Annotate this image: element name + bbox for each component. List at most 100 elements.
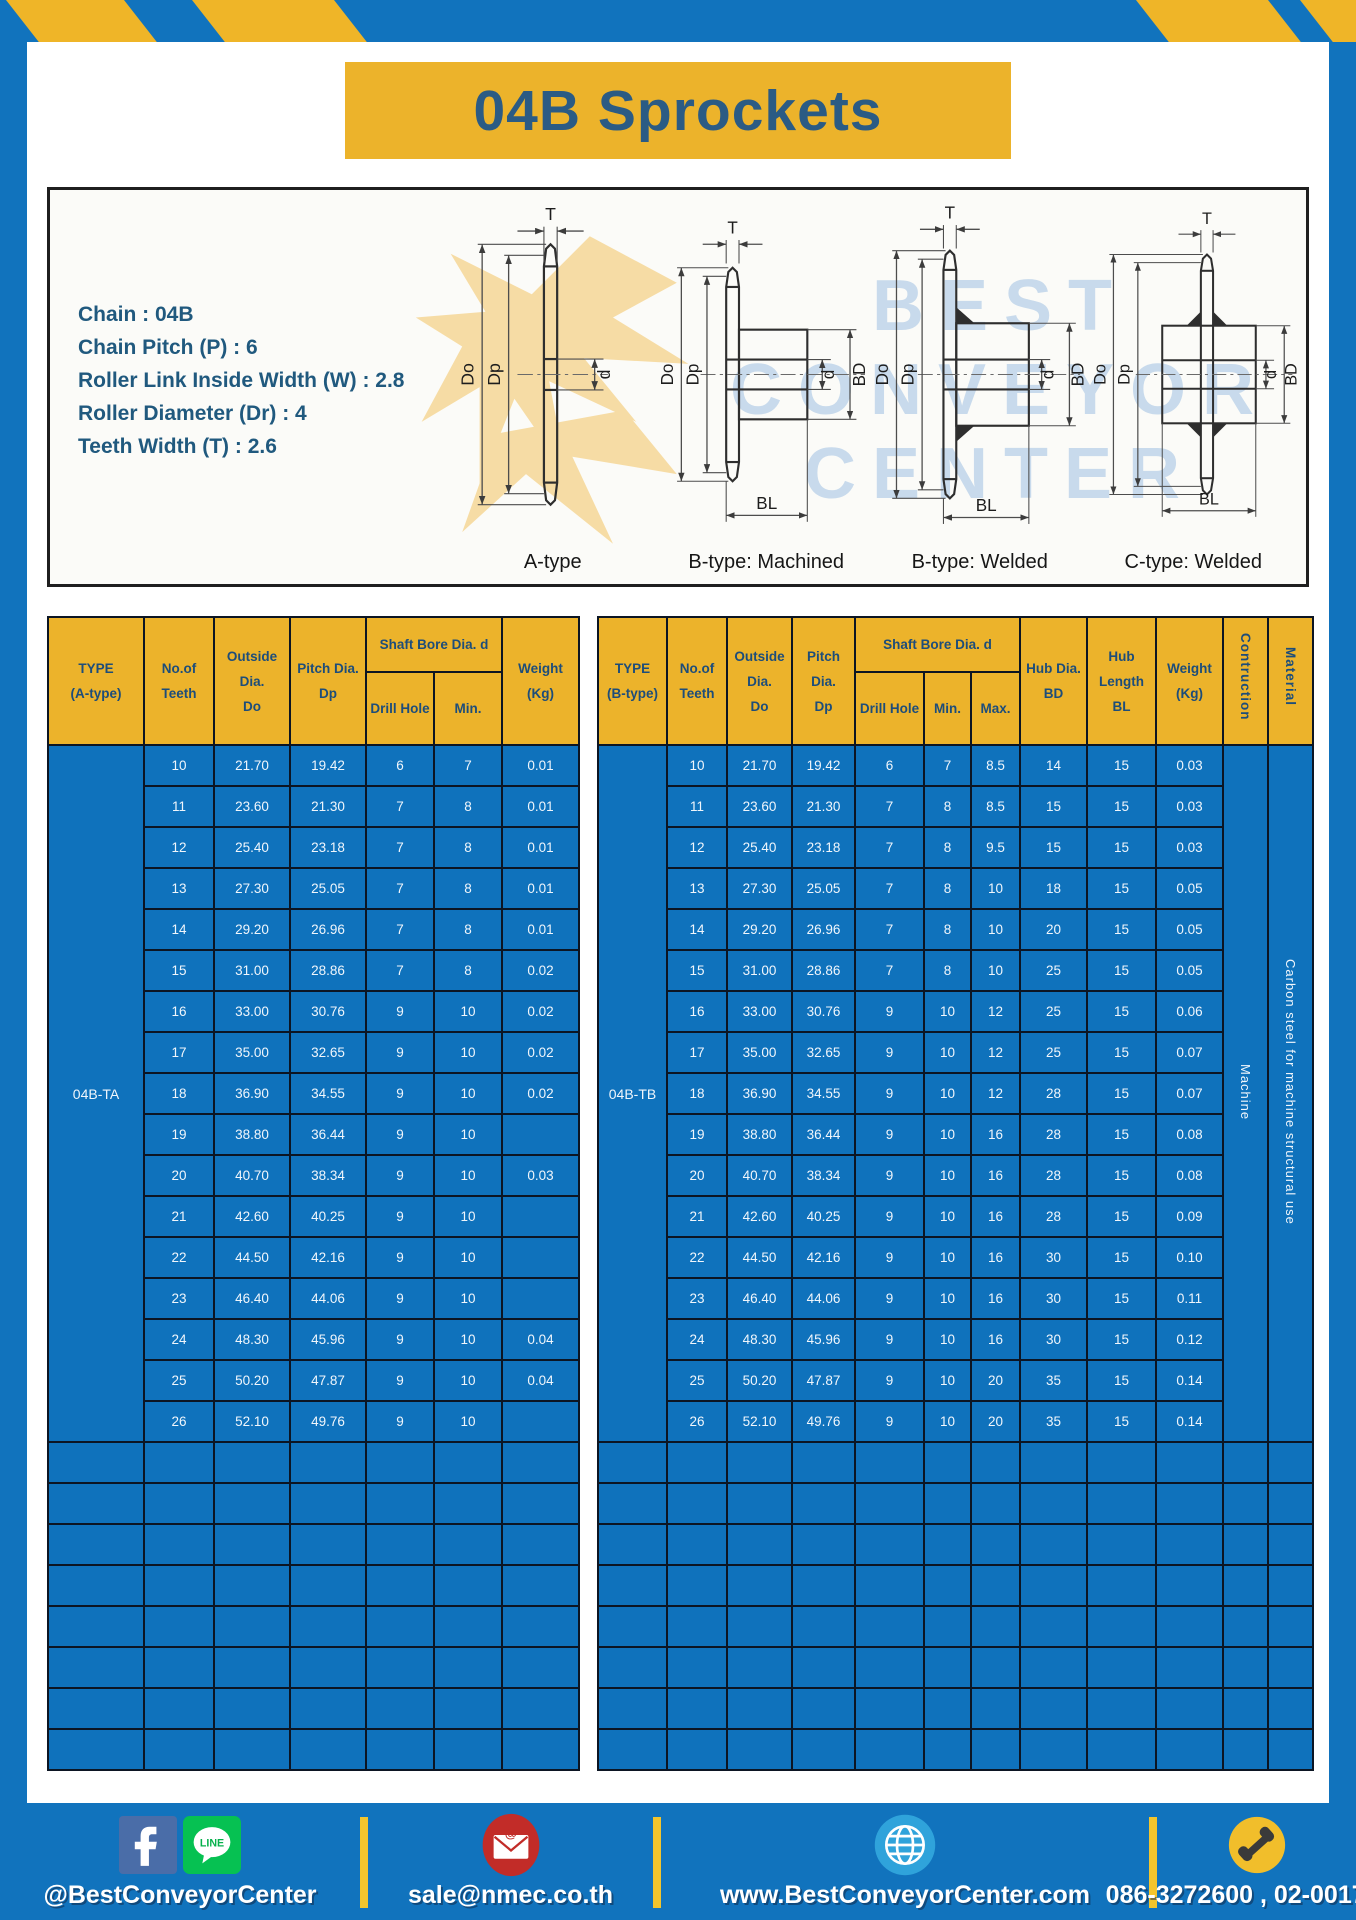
empty-cell [47, 1564, 145, 1607]
col-header-min: Min. [923, 671, 972, 746]
data-cell: 16 [969, 1236, 1022, 1279]
data-cell: 23.60 [213, 785, 291, 828]
diagram-c-type-welded: T Do Dp d BD [1087, 198, 1301, 582]
data-cell: 8 [923, 949, 972, 992]
empty-cell [213, 1523, 291, 1566]
data-cell: 15 [1086, 1154, 1158, 1197]
svg-text:BD: BD [1068, 363, 1086, 387]
col-header-shaft-bore: Shaft Bore Dia. d [853, 616, 1022, 673]
data-cell: 35 [1019, 1400, 1089, 1443]
empty-row [597, 1605, 1315, 1648]
empty-cell [969, 1523, 1022, 1566]
data-cell: 49.76 [791, 1400, 856, 1443]
data-cell: 18 [666, 1072, 728, 1115]
data-cell: 0.12 [1155, 1318, 1225, 1361]
data-cell: 26.96 [791, 908, 856, 951]
data-cell: 15 [1086, 908, 1158, 951]
sprocket-diagrams: T Do Dp d A-type [446, 198, 1300, 582]
data-cell: 7 [365, 785, 435, 828]
data-cell: 16 [969, 1195, 1022, 1238]
empty-cell [1222, 1605, 1270, 1648]
empty-cell [969, 1482, 1022, 1525]
table-row: 16 33.00 30.76 9 10 12 25 15 0.06 [598, 990, 1313, 1033]
data-cell: 26 [666, 1400, 728, 1443]
table-row: 23 46.40 44.06 9 10 16 30 15 0.11 [598, 1277, 1313, 1320]
data-cell: 15 [1086, 990, 1158, 1033]
empty-cell [289, 1523, 367, 1566]
empty-cell [143, 1482, 215, 1525]
empty-cell [1019, 1564, 1089, 1607]
empty-cell [365, 1687, 435, 1730]
svg-text:T: T [727, 219, 738, 238]
empty-row [47, 1605, 581, 1648]
col-header-type: TYPE (B-type) [597, 616, 668, 746]
svg-text:T: T [545, 204, 556, 224]
data-cell [501, 1236, 581, 1279]
data-cell: 20 [143, 1154, 215, 1197]
empty-cell [1267, 1564, 1315, 1607]
footer-social-section: LINE @BestConveyorCenter [0, 1803, 360, 1920]
empty-cell [1267, 1728, 1315, 1771]
empty-cell [969, 1646, 1022, 1689]
col-header-teeth: No.of Teeth [666, 616, 728, 746]
svg-text:d: d [1038, 370, 1057, 380]
social-icons: LINE [119, 1813, 241, 1877]
empty-cell [1222, 1646, 1270, 1689]
empty-cell [1155, 1441, 1225, 1484]
data-cell: 28 [1019, 1195, 1089, 1238]
data-cell: 34.55 [289, 1072, 367, 1115]
empty-cell [597, 1687, 668, 1730]
data-cell: 35.00 [726, 1031, 793, 1074]
data-cell: 35 [1019, 1359, 1089, 1402]
empty-cell [666, 1646, 728, 1689]
data-cell: 8 [923, 785, 972, 828]
data-cell: 14 [143, 908, 215, 951]
data-cell: 10 [923, 1195, 972, 1238]
empty-cell [791, 1687, 856, 1730]
table-row: 13 27.30 25.05 7 8 10 18 15 0.05 [598, 867, 1313, 910]
empty-cell [1019, 1728, 1089, 1771]
data-cell: 0.07 [1155, 1072, 1225, 1115]
empty-cell [726, 1523, 793, 1566]
data-cell: 21.30 [791, 785, 856, 828]
col-header-construction: Contruction [1222, 616, 1270, 746]
col-header-outside-dia: Outside Dia. Do [213, 616, 291, 746]
data-cell: 0.01 [501, 785, 581, 828]
empty-cell [501, 1441, 581, 1484]
data-cell: 0.10 [1155, 1236, 1225, 1279]
data-cell: 20 [1019, 908, 1089, 951]
phone-numbers: 086-3272600 , 02-0017766 [1105, 1881, 1356, 1909]
empty-cell [143, 1523, 215, 1566]
empty-cell [432, 1523, 504, 1566]
data-cell: 12 [666, 826, 728, 869]
data-cell: 10 [432, 1072, 504, 1115]
data-cell: 18 [143, 1072, 215, 1115]
empty-cell [432, 1564, 504, 1607]
empty-row [597, 1687, 1315, 1730]
spec-line: Chain Pitch (P) : 6 [78, 336, 258, 359]
data-cell: 7 [923, 744, 972, 787]
data-cell: 26.96 [289, 908, 367, 951]
data-cell: 16 [969, 1277, 1022, 1320]
svg-text:Do: Do [457, 363, 477, 386]
data-cell: 42.60 [726, 1195, 793, 1238]
footer-email-section: @ sale@nmec.co.th [368, 1803, 653, 1920]
svg-text:LINE: LINE [200, 1837, 224, 1849]
data-cell: 38.34 [791, 1154, 856, 1197]
svg-text:BL: BL [756, 494, 777, 513]
empty-cell [854, 1441, 925, 1484]
empty-cell [1086, 1646, 1158, 1689]
col-header-shaft-bore: Shaft Bore Dia. d [364, 616, 504, 673]
data-cell: 14 [1019, 744, 1089, 787]
data-cell: 15 [143, 949, 215, 992]
data-cell: 19 [143, 1113, 215, 1156]
svg-text:Dp: Dp [683, 364, 702, 386]
empty-cell [791, 1441, 856, 1484]
empty-row [47, 1728, 581, 1771]
data-cell: 25 [1019, 990, 1089, 1033]
empty-cell [597, 1728, 668, 1771]
data-cell: 0.01 [501, 908, 581, 951]
data-cell: 0.11 [1155, 1277, 1225, 1320]
data-cell: 12 [969, 1072, 1022, 1115]
spec-line: Chain : 04B [78, 303, 194, 326]
